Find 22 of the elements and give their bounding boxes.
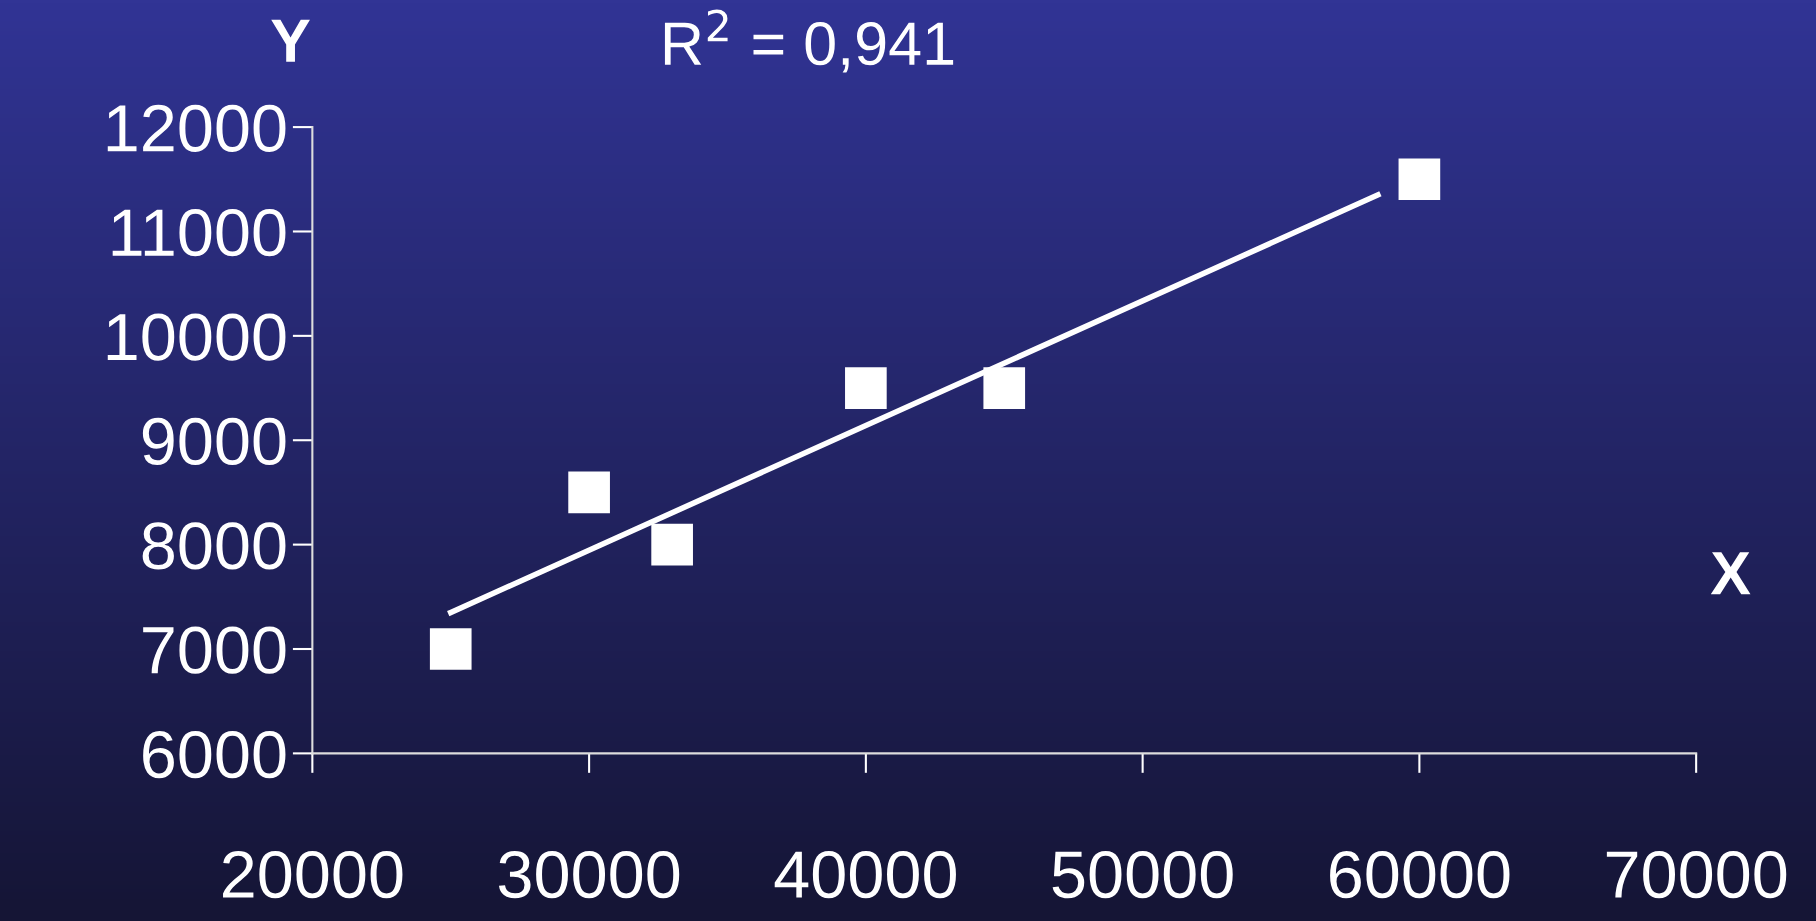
y-tick-label: 12000 [107, 104, 286, 152]
x-tick-label: 30000 [498, 850, 680, 899]
x-tick-label: 20000 [223, 850, 403, 899]
y-tick-label: 8000 [142, 522, 286, 570]
y-tick-label: 10000 [107, 313, 286, 361]
point [983, 367, 1026, 409]
x-axis-title: X [1710, 552, 1751, 595]
point [568, 471, 610, 514]
y-tick-label: 7000 [143, 626, 286, 674]
point [1398, 158, 1441, 201]
y-tick-label: 6000 [143, 730, 286, 779]
point [845, 367, 887, 409]
x-tick-label: 40000 [774, 850, 956, 899]
x-tick-label: 70000 [1606, 850, 1787, 899]
point [429, 628, 472, 670]
y-tick-label: 11000 [112, 209, 286, 257]
y-tick-label: 9000 [142, 417, 286, 466]
x-tick-label: 60000 [1330, 850, 1510, 899]
chart-title: R$^{2}$ = 0,941 [664, 9, 954, 73]
y-axis-title: Y [271, 19, 310, 62]
x-tick-label: 50000 [1052, 850, 1233, 899]
point [651, 523, 693, 566]
